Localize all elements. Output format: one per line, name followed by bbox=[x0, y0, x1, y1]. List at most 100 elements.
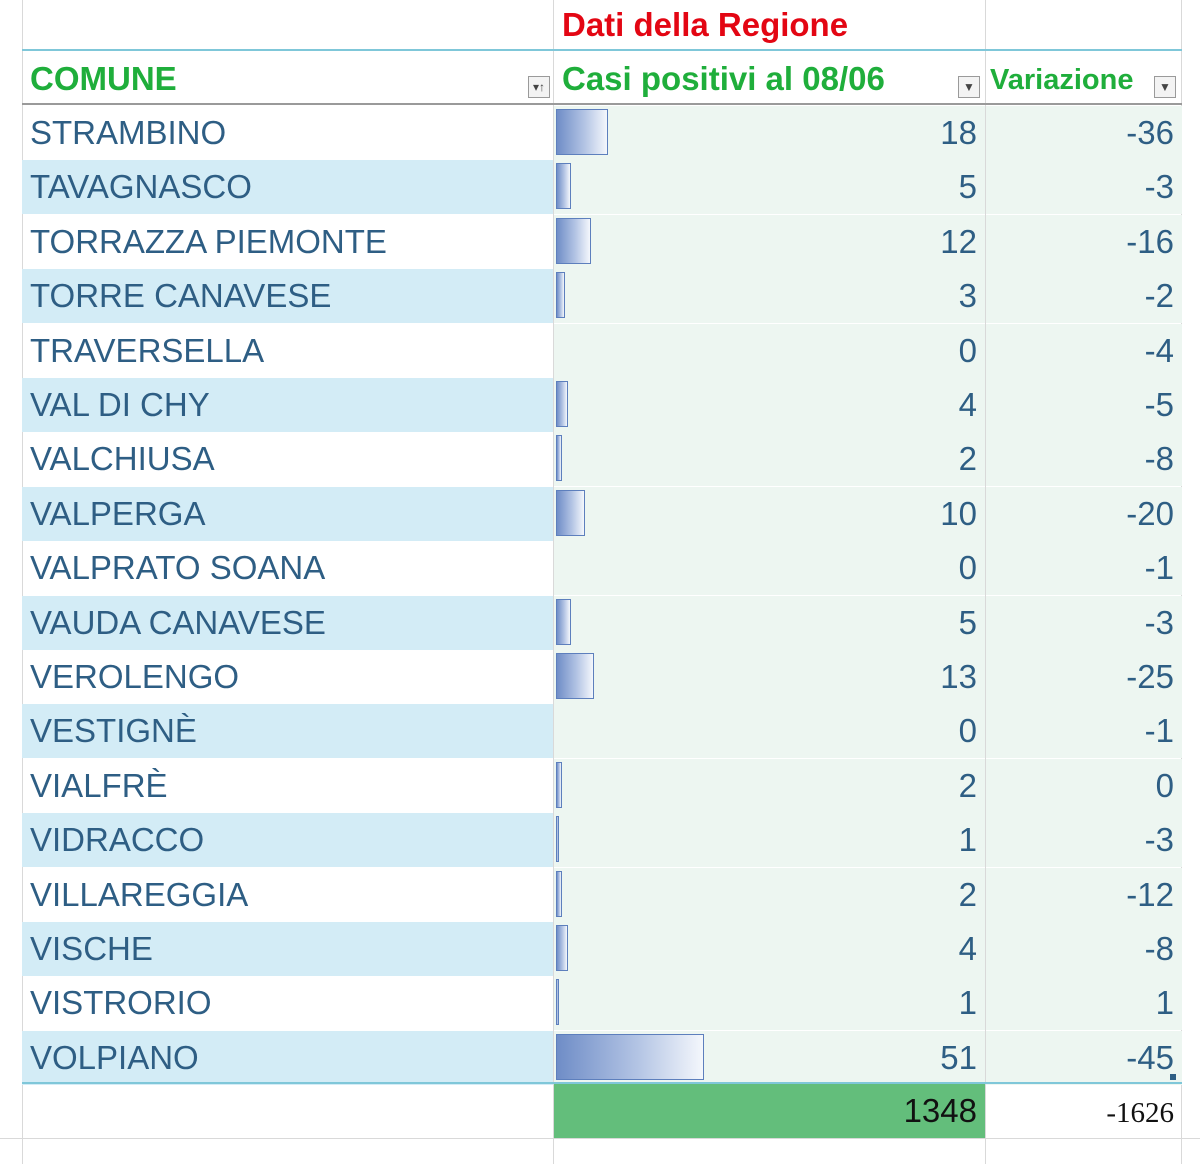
casi-cell[interactable]: 2 bbox=[554, 432, 985, 487]
table-row[interactable]: VILLAREGGIA 2 -12 bbox=[22, 867, 1182, 922]
header-top-border bbox=[22, 49, 1182, 51]
comune-cell[interactable]: VOLPIANO bbox=[22, 1030, 553, 1085]
casi-cell[interactable]: 5 bbox=[554, 160, 985, 215]
variazione-cell[interactable]: -20 bbox=[986, 486, 1182, 541]
casi-cell[interactable]: 18 bbox=[554, 106, 985, 160]
casi-value: 5 bbox=[958, 603, 977, 641]
casi-cell[interactable]: 1 bbox=[554, 976, 985, 1031]
table-row[interactable]: VEROLENGO 13 -25 bbox=[22, 650, 1182, 704]
casi-value: 18 bbox=[940, 114, 977, 151]
variazione-cell[interactable]: -8 bbox=[986, 922, 1182, 976]
casi-cell[interactable]: 0 bbox=[554, 541, 985, 596]
variazione-cell[interactable]: -3 bbox=[986, 813, 1182, 868]
casi-cell[interactable]: 4 bbox=[554, 922, 985, 976]
casi-value: 2 bbox=[958, 440, 977, 478]
casi-cell[interactable]: 0 bbox=[554, 704, 985, 759]
data-bar bbox=[556, 870, 562, 917]
comune-cell[interactable]: TORRE CANAVESE bbox=[22, 269, 553, 324]
variazione-cell[interactable]: -3 bbox=[986, 595, 1182, 650]
casi-cell[interactable]: 10 bbox=[554, 486, 985, 541]
table-row[interactable]: TORRE CANAVESE 3 -2 bbox=[22, 269, 1182, 324]
comune-cell[interactable]: VALPRATO SOANA bbox=[30, 549, 326, 587]
variazione-cell[interactable]: -8 bbox=[986, 432, 1182, 487]
data-bar bbox=[556, 489, 585, 536]
variazione-cell[interactable]: -3 bbox=[986, 160, 1182, 215]
comune-cell[interactable]: TAVAGNASCO bbox=[22, 160, 553, 215]
table-row[interactable]: VALPRATO SOANA 0 -1 bbox=[22, 541, 1182, 596]
variazione-cell[interactable]: -2 bbox=[986, 269, 1182, 324]
casi-value: 2 bbox=[958, 875, 977, 913]
variazione-cell[interactable]: 1 bbox=[986, 976, 1182, 1031]
data-bar bbox=[556, 109, 608, 155]
variazione-value: -3 bbox=[1144, 821, 1174, 859]
comune-cell[interactable]: STRAMBINO bbox=[30, 114, 227, 151]
variazione-cell[interactable]: -36 bbox=[986, 106, 1182, 160]
casi-value: 0 bbox=[958, 549, 977, 587]
table-row[interactable]: VIALFRÈ 2 0 bbox=[22, 758, 1182, 813]
table-row[interactable]: VAUDA CANAVESE 5 -3 bbox=[22, 595, 1182, 650]
data-bar bbox=[556, 979, 559, 1026]
casi-value: 1 bbox=[958, 821, 977, 859]
header-comune[interactable]: COMUNE ▾↑ bbox=[22, 50, 553, 104]
casi-cell[interactable]: 3 bbox=[554, 269, 985, 324]
comune-cell[interactable]: VIDRACCO bbox=[22, 813, 553, 868]
variazione-value: -4 bbox=[1144, 331, 1174, 369]
casi-value: 12 bbox=[940, 222, 977, 260]
variazione-value: -16 bbox=[1126, 222, 1174, 260]
comune-cell[interactable]: VAUDA CANAVESE bbox=[22, 595, 553, 650]
table-row[interactable]: VOLPIANO 51 -45 bbox=[22, 1030, 1182, 1085]
casi-cell[interactable]: 13 bbox=[554, 650, 985, 704]
table-row[interactable]: TAVAGNASCO 5 -3 bbox=[22, 160, 1182, 215]
variazione-cell[interactable]: -4 bbox=[986, 323, 1182, 378]
table-row[interactable]: VISCHE 4 -8 bbox=[22, 922, 1182, 976]
comune-cell[interactable]: VEROLENGO bbox=[30, 658, 240, 695]
table-row[interactable]: VIDRACCO 1 -3 bbox=[22, 813, 1182, 868]
variazione-cell[interactable]: 0 bbox=[986, 758, 1182, 813]
comune-cell[interactable]: VAL DI CHY bbox=[22, 378, 553, 432]
comune-cell[interactable]: TRAVERSELLA bbox=[30, 331, 265, 369]
variazione-cell[interactable]: -16 bbox=[986, 214, 1182, 269]
variazione-cell[interactable]: -5 bbox=[986, 378, 1182, 432]
header-casi[interactable]: Casi positivi al 08/06 ▼ bbox=[554, 50, 985, 104]
table-row[interactable]: VALCHIUSA 2 -8 bbox=[22, 432, 1182, 487]
table-row[interactable]: VALPERGA 10 -20 bbox=[22, 486, 1182, 541]
casi-cell[interactable]: 12 bbox=[554, 214, 985, 269]
variazione-cell[interactable]: -1 bbox=[986, 541, 1182, 596]
table-row[interactable]: TRAVERSELLA 0 -4 bbox=[22, 323, 1182, 378]
variazione-cell[interactable]: -45 bbox=[986, 1030, 1182, 1085]
comune-cell[interactable]: VALCHIUSA bbox=[30, 440, 215, 478]
variazione-cell[interactable]: -12 bbox=[986, 867, 1182, 922]
dropdown-filter-icon[interactable]: ▼ bbox=[1154, 76, 1176, 98]
data-bar bbox=[556, 381, 568, 427]
header-casi-label: Casi positivi al 08/06 bbox=[562, 60, 885, 97]
header-variazione[interactable]: Variazione ▼ bbox=[986, 50, 1182, 104]
table-row[interactable]: STRAMBINO 18 -36 bbox=[22, 106, 1182, 160]
casi-cell[interactable]: 4 bbox=[554, 378, 985, 432]
sort-filter-icon[interactable]: ▾↑ bbox=[528, 76, 550, 98]
casi-cell[interactable]: 2 bbox=[554, 758, 985, 813]
comune-cell[interactable]: TORRAZZA PIEMONTE bbox=[30, 222, 387, 260]
total-casi-cell[interactable]: 1348 bbox=[554, 1084, 985, 1138]
comune-cell[interactable]: VISTRORIO bbox=[30, 984, 212, 1022]
data-bar bbox=[556, 816, 559, 863]
comune-cell[interactable]: VESTIGNÈ bbox=[22, 704, 553, 759]
casi-cell[interactable]: 1 bbox=[554, 813, 985, 868]
casi-cell[interactable]: 5 bbox=[554, 595, 985, 650]
variazione-cell[interactable]: -25 bbox=[986, 650, 1182, 704]
casi-cell[interactable]: 2 bbox=[554, 867, 985, 922]
dropdown-filter-icon[interactable]: ▼ bbox=[958, 76, 980, 98]
comune-cell[interactable]: VALPERGA bbox=[22, 486, 553, 541]
comune-cell[interactable]: VISCHE bbox=[22, 922, 553, 976]
variazione-cell[interactable]: -1 bbox=[986, 704, 1182, 759]
table-row[interactable]: VAL DI CHY 4 -5 bbox=[22, 378, 1182, 432]
comune-cell[interactable]: VILLAREGGIA bbox=[30, 875, 249, 913]
table-row[interactable]: VISTRORIO 1 1 bbox=[22, 976, 1182, 1031]
casi-cell[interactable]: 51 bbox=[554, 1030, 985, 1085]
data-bar bbox=[556, 925, 568, 971]
comune-cell[interactable]: VIALFRÈ bbox=[30, 766, 168, 804]
casi-cell[interactable]: 0 bbox=[554, 323, 985, 378]
table-resize-handle[interactable] bbox=[1170, 1074, 1176, 1080]
table-row[interactable]: VESTIGNÈ 0 -1 bbox=[22, 704, 1182, 759]
total-variazione-cell[interactable]: -1626 bbox=[986, 1084, 1174, 1138]
table-row[interactable]: TORRAZZA PIEMONTE 12 -16 bbox=[22, 214, 1182, 269]
